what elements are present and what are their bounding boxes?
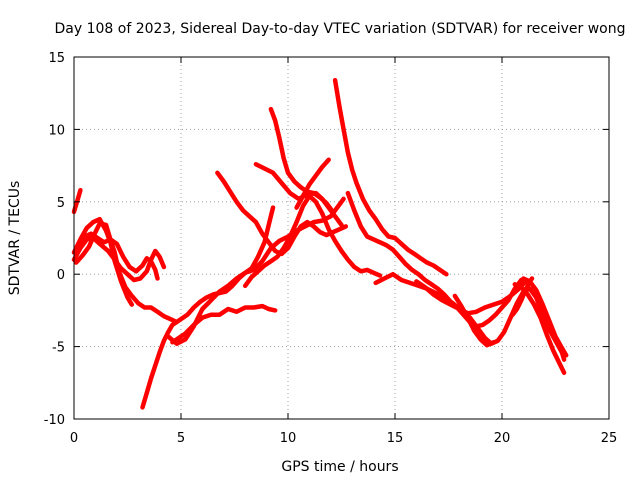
y-tick-label: 10 [48, 123, 65, 138]
y-tick-label: -10 [44, 413, 65, 428]
series-arc-14 [332, 77, 449, 277]
series-arc-1 [71, 187, 83, 215]
series-arc-10 [242, 193, 383, 289]
x-tick-label: 25 [601, 431, 618, 446]
series-arc-8 [165, 196, 346, 346]
chart-title: Day 108 of 2023, Sidereal Day-to-day VTE… [55, 21, 626, 37]
series-arc-7 [170, 303, 278, 345]
series-arc-21 [510, 276, 535, 317]
y-tick-label: 15 [48, 51, 65, 66]
y-tick-label: 0 [57, 268, 65, 283]
series-arc-17 [414, 279, 533, 316]
series-arc-16 [373, 271, 567, 362]
series-arc-2 [71, 235, 167, 283]
x-tick-label: 20 [494, 431, 511, 446]
series-arc-4 [71, 216, 135, 307]
plot-frame [73, 56, 610, 420]
x-axis-label: GPS time / hours [281, 459, 398, 475]
x-tick-label: 5 [177, 431, 185, 446]
x-tick-label: 15 [387, 431, 404, 446]
y-tick-label: -5 [52, 341, 65, 356]
data-traces [71, 77, 569, 410]
series-arc-18 [452, 293, 496, 348]
series-arc-5 [76, 231, 160, 281]
series-arc-13 [294, 157, 331, 210]
x-tick-label: 10 [280, 431, 297, 446]
series-arc-15 [345, 190, 524, 329]
y-axis-label: SDTVAR / TECUs [7, 181, 23, 296]
y-tick-label: 5 [57, 196, 65, 211]
axis-ticks: 0 5 10 15 20 25 -10 -5 0 5 10 15 [44, 51, 618, 446]
x-tick-label: 0 [70, 431, 78, 446]
